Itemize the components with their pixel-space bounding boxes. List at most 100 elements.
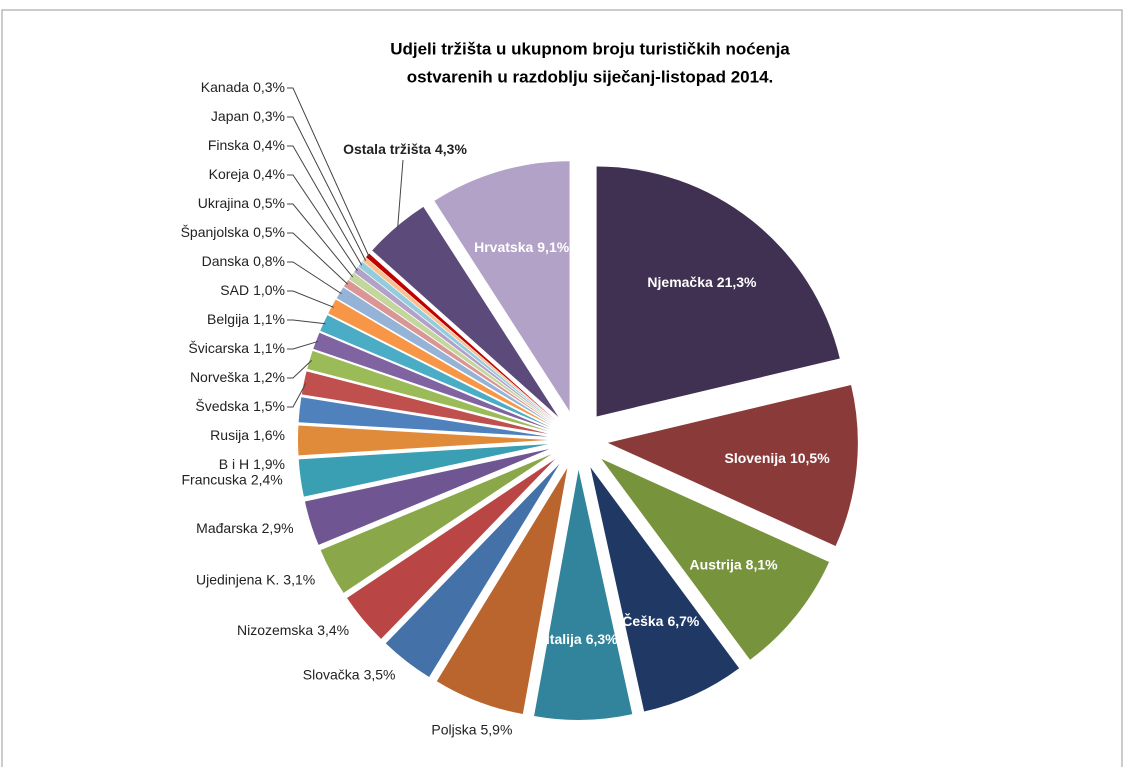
slice-label-value: 1,2% [253,369,285,385]
pie-slice [304,448,550,545]
slice-label: Švedska 1,5% [195,398,285,414]
pie-slice [343,279,554,424]
slice-label-value: 8,1% [746,556,778,572]
slice-label-name: Slovenija [724,450,786,466]
slice-label: Španjolska 0,5% [181,224,285,240]
slice-label: Češka 6,7% [622,612,700,629]
slice-label-name: Norveška [190,369,249,385]
slice-label-value: 2,4% [251,471,283,487]
slice-label-name: Francuska [181,471,247,487]
slice-label: Italija 6,3% [546,631,618,647]
slice-label: Rusija 1,6% [210,427,285,443]
slice-label-value: 0,5% [253,195,285,211]
slice-label-value: 1,9% [253,456,285,472]
pie-slice [307,350,550,432]
slice-label-value: 6,3% [586,631,618,647]
slice-label-name: Češka [622,612,663,629]
slice-label-value: 6,7% [667,613,699,629]
pie-slice [348,272,554,423]
slice-label-name: Ukrajina [198,195,250,211]
slice-label: Slovačka 3,5% [303,666,396,682]
slice-label-value: 3,1% [283,571,315,587]
slice-label-name: Italija [546,631,582,647]
slice-label: Švicarska 1,1% [188,340,285,356]
slice-label-value: 9,1% [537,239,569,255]
slice-label-name: Ujedinjena K. [196,571,279,587]
pie-slice [366,253,556,421]
slice-label: Kanada 0,3% [201,79,285,95]
leader-line [287,116,367,261]
pie-slice [347,459,555,639]
slice-label: Poljska 5,9% [431,721,512,737]
slice-label: Mađarska 2,9% [196,520,293,536]
slice-label-name: Nizozemska [237,622,313,638]
slice-label: Ostala tržišta 4,3% [343,141,467,157]
pie-slice [596,166,840,417]
pie-slice [534,469,633,720]
leader-line [397,159,404,229]
slice-label-name: Danska [202,253,250,269]
slice-label-value: 0,8% [253,253,285,269]
leader-line [287,340,319,350]
slice-label-name: Švedska [195,398,249,414]
leader-line [287,261,342,295]
slice-label-name: Koreja [209,166,250,182]
slice-label-value: 2,9% [262,520,294,536]
slice-label: Nizozemska 3,4% [237,622,349,638]
slice-label: Hrvatska 9,1% [474,239,570,255]
slice-label-name: Belgija [207,311,249,327]
leader-line [287,87,370,257]
pie-slice [607,384,858,547]
chart-title: ostvarenih u razdoblju siječanj-listopad… [407,67,774,86]
slice-label-name: Švicarska [188,340,249,356]
slice-label-name: Rusija [210,427,249,443]
slice-label-name: B i H [219,456,249,472]
pie-slice [436,468,568,715]
slice-label-name: Japan [211,108,249,124]
leader-line [287,232,349,285]
slice-label-name: Hrvatska [474,239,533,255]
slice-label-value: 3,5% [364,666,396,682]
slice-label-value: 0,4% [253,137,285,153]
pie-slice [301,371,549,434]
slice-label-name: Ostala tržišta [343,141,431,157]
slice-label: Japan 0,3% [211,108,285,124]
slice-label: Ukrajina 0,5% [198,195,285,211]
slice-label-name: Španjolska [181,224,250,240]
pie-slice [328,299,552,426]
pie-slice [320,315,551,428]
leader-line [287,290,334,308]
slice-label-value: 0,4% [253,166,285,182]
pie-slice [434,161,570,412]
slice-label-value: 1,0% [253,282,285,298]
pie-slice [336,287,553,425]
slice-label-value: 10,5% [790,450,830,466]
pie-slice [362,257,556,421]
slice-label-value: 1,1% [253,340,285,356]
pie-slice [601,458,830,660]
leader-line [287,145,363,266]
slice-label-value: 0,3% [253,79,285,95]
slice-label: Ujedinjena K. 3,1% [196,571,315,587]
slice-label-value: 4,3% [435,141,467,157]
pie-slice [320,454,552,593]
pie-slice [590,467,740,712]
slice-label-name: Kanada [201,79,249,95]
chart-title: Udjeli tržišta u ukupnom broju turističk… [390,39,790,58]
slice-label-value: 0,5% [253,224,285,240]
slice-label-value: 0,3% [253,108,285,124]
pie-slice [298,444,549,497]
slice-label: Slovenija 10,5% [724,450,830,466]
slice-label-name: Mađarska [196,520,258,536]
slice-label-name: SAD [220,282,249,298]
slice-label-name: Slovačka [303,666,360,682]
slice-label: Belgija 1,1% [207,311,285,327]
slice-label: Finska 0,4% [208,137,285,153]
slice-label-name: Njemačka [647,274,713,290]
slice-label-name: Poljska [431,721,476,737]
slice-label-value: 1,6% [253,427,285,443]
slice-label: Koreja 0,4% [209,166,285,182]
slice-label: B i H 1,9% [219,456,285,472]
slice-label: Francuska 2,4% [181,471,282,487]
